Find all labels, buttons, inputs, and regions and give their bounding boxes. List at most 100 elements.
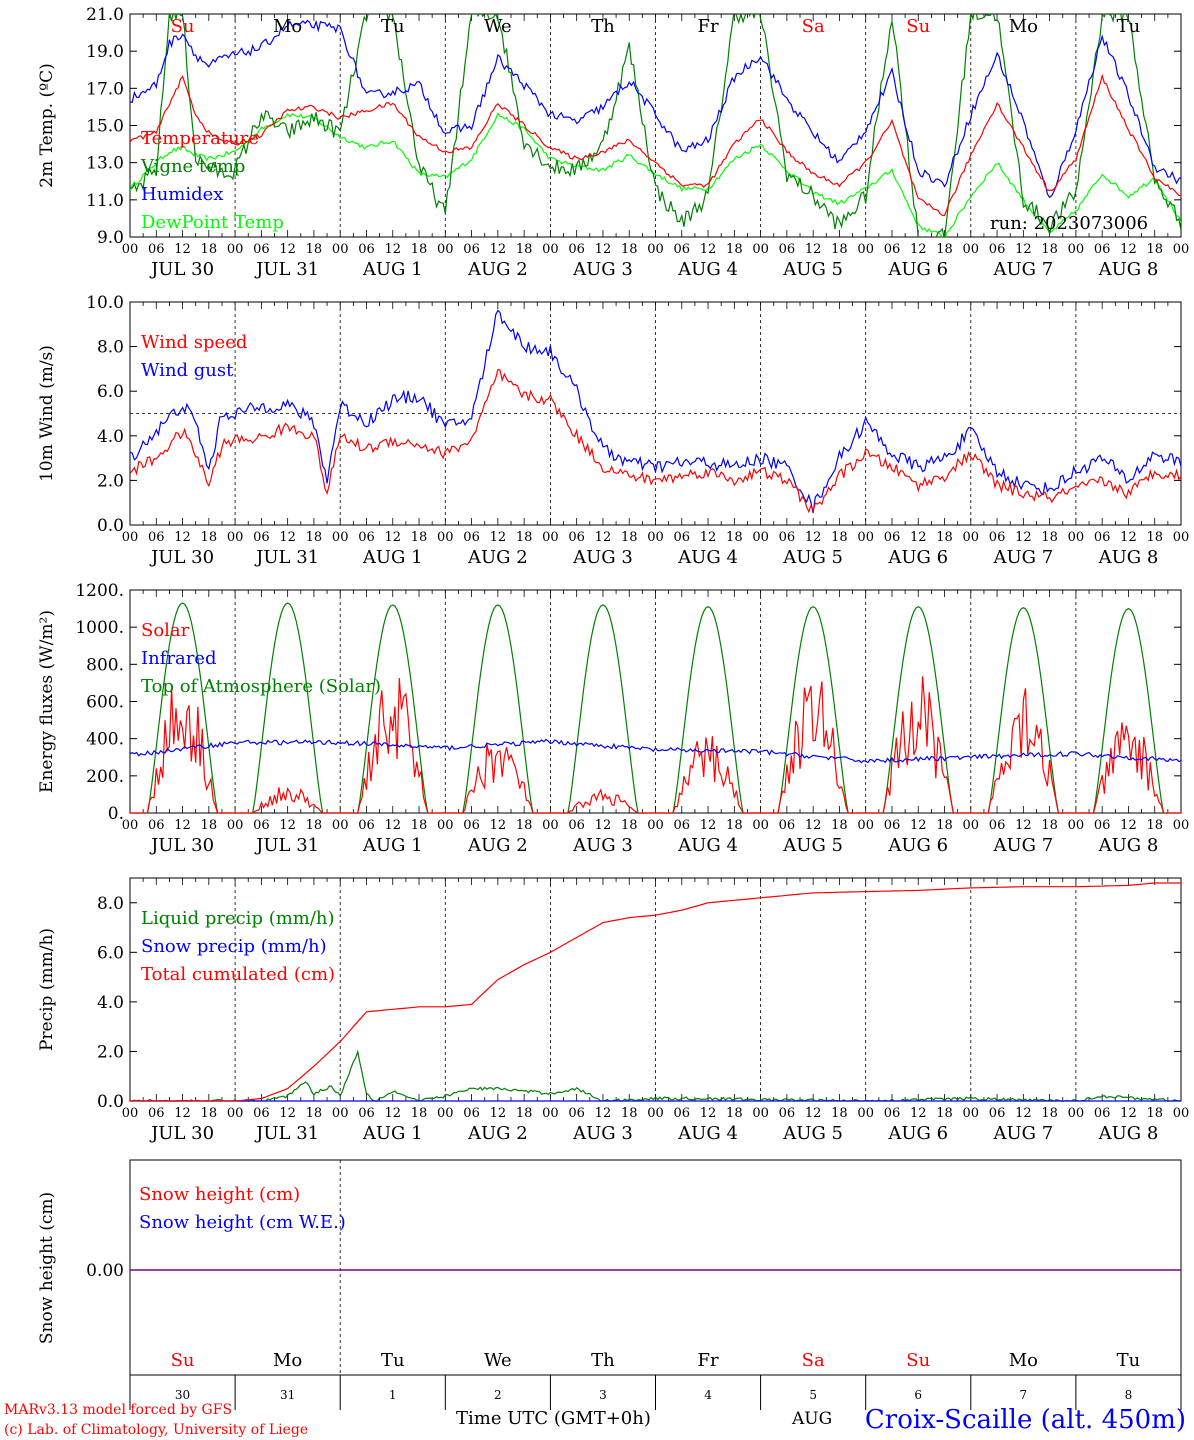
- x-hour-label: 18: [201, 1106, 218, 1121]
- x-hour-label: 06: [463, 530, 480, 545]
- time-axis-label: Time UTC (GMT+0h): [456, 1408, 651, 1429]
- y-tick-label: 1000.: [75, 618, 124, 638]
- x-hour-label: 12: [279, 1106, 296, 1121]
- x-hour-label: 06: [358, 530, 375, 545]
- x-hour-label: 12: [595, 1106, 612, 1121]
- y-tick-label: 11.0: [86, 191, 124, 211]
- x-hour-label: 18: [831, 530, 848, 545]
- weekday-label: Su: [906, 16, 930, 37]
- x-date-label: AUG 4: [677, 835, 738, 856]
- day-number-label: 4: [704, 1388, 712, 1402]
- x-hour-label: 06: [1094, 530, 1111, 545]
- x-hour-label: 06: [253, 242, 270, 257]
- x-hour-label: 18: [726, 530, 743, 545]
- x-hour-label: 06: [148, 818, 165, 833]
- day-number-label: 3: [599, 1388, 607, 1402]
- x-hour-label: 00: [752, 530, 769, 545]
- x-hour-label: 00: [1068, 530, 1085, 545]
- x-hour-label: 00: [542, 530, 559, 545]
- x-hour-label: 00: [1068, 242, 1085, 257]
- x-hour-label: 06: [568, 530, 585, 545]
- x-hour-label: 06: [674, 530, 691, 545]
- x-hour-label: 06: [1094, 1106, 1111, 1121]
- x-hour-label: 12: [1120, 818, 1137, 833]
- x-hour-label: 12: [700, 242, 717, 257]
- x-date-label: AUG 1: [362, 835, 423, 856]
- x-hour-label: 06: [1094, 242, 1111, 257]
- x-hour-label: 06: [989, 242, 1006, 257]
- y-tick-label: 6.0: [97, 382, 124, 402]
- x-hour-label: 12: [805, 242, 822, 257]
- x-hour-label: 00: [647, 818, 664, 833]
- x-hour-label: 06: [674, 818, 691, 833]
- x-date-label: JUL 30: [149, 547, 214, 568]
- x-hour-label: 00: [542, 818, 559, 833]
- x-date-label: JUL 30: [149, 835, 214, 856]
- x-hour-label: 00: [1068, 1106, 1085, 1121]
- x-hour-label: 18: [936, 530, 953, 545]
- x-hour-label: 00: [437, 242, 454, 257]
- day-number-label: 31: [280, 1388, 295, 1402]
- y-tick-label: 19.0: [86, 42, 124, 62]
- x-date-label: JUL 30: [149, 1123, 214, 1144]
- x-date-label: AUG 1: [362, 547, 423, 568]
- legend-snow-height-cm: Snow height (cm): [139, 1184, 300, 1205]
- x-hour-label: 12: [384, 530, 401, 545]
- y-tick-label: 8.0: [97, 338, 124, 358]
- x-hour-label: 06: [884, 530, 901, 545]
- y-tick-label: 0.0: [97, 1092, 124, 1112]
- day-number-label: 5: [809, 1388, 817, 1402]
- series-line-cumulated: [130, 882, 1181, 1102]
- x-hour-label: 12: [1120, 530, 1137, 545]
- x-hour-label: 00: [227, 1106, 244, 1121]
- x-hour-label: 06: [253, 818, 270, 833]
- x-date-label: AUG 8: [1098, 259, 1159, 280]
- x-hour-label: 18: [726, 242, 743, 257]
- x-hour-label: 18: [516, 818, 533, 833]
- month-label: AUG: [791, 1409, 832, 1429]
- x-date-label: AUG 7: [992, 1123, 1053, 1144]
- credit-line-1: MARv3.13 model forced by GFS: [4, 1402, 232, 1418]
- series-line-speed: [129, 368, 1182, 514]
- x-hour-label: 00: [122, 1106, 139, 1121]
- x-date-label: AUG 4: [677, 547, 738, 568]
- y-tick-label: 400.: [86, 730, 124, 750]
- y-tick-label: 2.0: [97, 471, 124, 491]
- x-date-label: AUG 5: [782, 1123, 843, 1144]
- weekday-label: Th: [591, 16, 615, 37]
- weekday-label: Tu: [381, 16, 405, 37]
- station-label: Croix-Scaille (alt. 450m): [865, 1405, 1186, 1435]
- wind-panel: 00 06 12 18 00 06 12 18 00 06 12 18 00 06 12 18 00 06 12 18…: [37, 293, 1189, 568]
- y-axis-label: Snow height (cm): [37, 1192, 57, 1344]
- x-hour-label: 00: [857, 1106, 874, 1121]
- x-hour-label: 18: [1146, 818, 1163, 833]
- x-hour-label: 18: [621, 1106, 638, 1121]
- x-date-label: AUG 3: [572, 1123, 633, 1144]
- x-hour-label: 00: [227, 530, 244, 545]
- panels: 00 06 12 18 00 06 12 18 00 06 12 18 00 06 12 18 00 06 12 18…: [37, 5, 1189, 1410]
- x-hour-label: 00: [332, 1106, 349, 1121]
- x-hour-label: 00: [752, 818, 769, 833]
- x-hour-label: 12: [384, 242, 401, 257]
- x-hour-label: 18: [201, 530, 218, 545]
- x-hour-label: 12: [700, 818, 717, 833]
- x-hour-label: 12: [1015, 818, 1032, 833]
- x-hour-label: 18: [306, 1106, 323, 1121]
- x-hour-label: 00: [963, 530, 980, 545]
- x-hour-label: 18: [1041, 1106, 1058, 1121]
- y-tick-label: 21.0: [86, 5, 124, 25]
- x-hour-label: 06: [989, 1106, 1006, 1121]
- x-date-label: JUL 31: [254, 1123, 319, 1144]
- weekday-label: Sa: [802, 1350, 825, 1371]
- x-hour-label: 12: [1120, 1106, 1137, 1121]
- legend-infrared: Infrared: [141, 648, 216, 669]
- series-line-3: [130, 111, 1181, 237]
- x-hour-label: 12: [174, 818, 191, 833]
- x-hour-label: 06: [148, 1106, 165, 1121]
- x-hour-label: 00: [963, 818, 980, 833]
- x-date-label: AUG 8: [1098, 835, 1159, 856]
- x-hour-label: 06: [989, 818, 1006, 833]
- x-hour-label: 18: [306, 530, 323, 545]
- x-hour-label: 00: [857, 818, 874, 833]
- x-hour-label: 06: [463, 242, 480, 257]
